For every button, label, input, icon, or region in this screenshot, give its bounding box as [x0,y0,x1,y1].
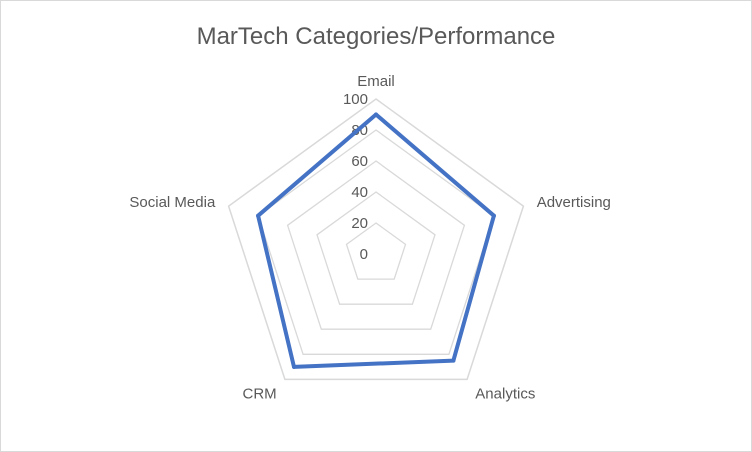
data-point-analytics [451,358,456,363]
category-label-layer: Email Advertising Analytics CRM Social Media [129,73,610,403]
category-label-analytics: Analytics [475,386,535,403]
grid-ring-40 [316,191,436,305]
tick-label-0: 0 [360,246,368,263]
category-label-social-media: Social Media [129,194,216,211]
data-point-email [374,112,378,117]
grid-ring-100 [227,98,525,381]
grid-ring-60 [286,160,466,330]
data-point-advertising [491,213,496,218]
data-point-social-media [256,213,261,218]
category-label-advertising: Advertising [537,194,611,211]
series-layer [256,112,496,369]
series-line-0 [256,112,496,369]
category-label-crm: CRM [243,386,277,403]
chart-title: MarTech Categories/Performance [196,23,556,50]
tick-label-100: 100 [343,91,368,108]
grid-ring-20 [345,222,407,280]
category-label-email: Email [357,73,395,90]
grid-layer [227,98,525,381]
tick-label-40: 40 [351,184,368,201]
tick-label-60: 60 [351,153,368,170]
data-point-crm [292,364,296,369]
tick-label-20: 20 [351,215,368,232]
